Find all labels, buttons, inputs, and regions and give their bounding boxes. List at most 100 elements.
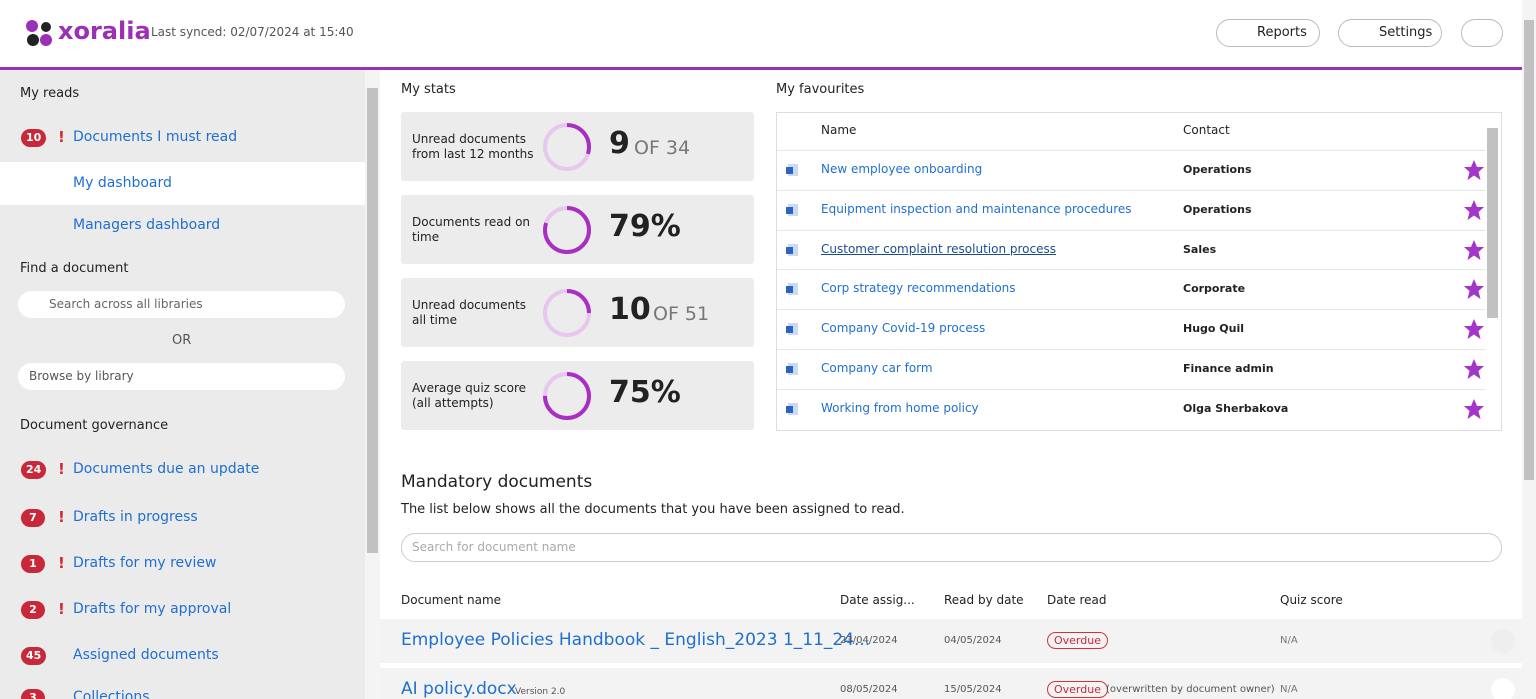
nav-link[interactable]: My dashboard (73, 175, 172, 191)
library-select[interactable] (18, 363, 345, 390)
stat-card (401, 112, 754, 181)
sidebar-scroll-thumb (367, 88, 378, 553)
library-search[interactable] (18, 291, 345, 318)
badge: 2 (21, 601, 45, 619)
stat-label: Unread documents all time (412, 298, 527, 327)
favourite-star (1464, 359, 1484, 379)
alert-icon: ! (58, 600, 65, 618)
badge: 1 (21, 555, 45, 573)
contact: Operations (1183, 163, 1252, 176)
document-link[interactable]: Employee Policies Handbook _ English_202… (401, 630, 871, 650)
row-divider (777, 229, 1485, 231)
status-pill: Overdue (1047, 681, 1108, 698)
stat-value: 79% (609, 209, 681, 244)
header-divider (0, 67, 1522, 70)
nav-link[interactable]: Collections (73, 689, 150, 699)
page-scroll-thumb (1524, 20, 1534, 480)
stat-ring (543, 372, 591, 420)
document-link[interactable]: Company car form (821, 361, 933, 375)
section-title: My favourites (776, 82, 865, 97)
doc-icon (786, 363, 798, 375)
stat-ring (543, 289, 591, 337)
doc-icon (786, 283, 798, 296)
row-divider (777, 349, 1485, 350)
stat-ring (543, 206, 591, 254)
header-button[interactable]: Settings (1338, 19, 1442, 47)
favourite-star (1464, 160, 1484, 180)
stat-total: OF 34 (634, 137, 691, 159)
document-link[interactable]: Equipment inspection and maintenance pro… (821, 201, 1132, 216)
quiz-score: N/A (1280, 635, 1298, 646)
stat-value: 9 (609, 126, 630, 161)
column-header[interactable]: Quiz score (1280, 593, 1343, 607)
stat-card (401, 195, 754, 264)
doc-icon (786, 323, 798, 336)
favourites-table (776, 112, 1502, 431)
search-placeholder: Search across all libraries (49, 297, 203, 311)
header-button[interactable]: Reports (1216, 19, 1320, 47)
row-divider (777, 269, 1485, 271)
badge: 7 (21, 509, 45, 527)
document-link[interactable]: New employee onboarding (821, 162, 983, 176)
read-by-date: 15/05/2024 (944, 684, 1002, 695)
section-title: Document governance (20, 418, 169, 433)
status-note: (overwritten by document owner) (1106, 684, 1275, 695)
badge: 45 (21, 647, 47, 665)
section-description: The list below shows all the documents t… (401, 502, 905, 517)
contact: Operations (1183, 202, 1252, 216)
row-divider (777, 150, 1485, 151)
nav-link[interactable]: Drafts in progress (73, 509, 198, 525)
stat-total: OF 51 (653, 303, 710, 325)
more-button[interactable] (1461, 19, 1503, 47)
search-placeholder: Search for document name (412, 540, 576, 554)
badge: 3 (21, 689, 45, 699)
nav-link[interactable]: Drafts for my review (73, 555, 217, 571)
stat-label: Average quiz score (all attempts) (412, 381, 527, 410)
nav-link[interactable]: Documents due an update (73, 461, 260, 477)
stat-value: 10 (609, 292, 651, 327)
column-header[interactable]: Read by date (944, 593, 1024, 607)
version: Version 2.0 (515, 687, 566, 697)
section-title: My stats (401, 82, 456, 97)
quiz-score: N/A (1280, 684, 1298, 695)
alert-icon: ! (58, 128, 65, 146)
alert-icon: ! (58, 460, 65, 478)
row-divider (777, 189, 1485, 191)
document-link[interactable]: Customer complaint resolution process (821, 241, 1056, 256)
contact: Hugo Quil (1183, 322, 1245, 336)
contact: Sales (1183, 242, 1217, 256)
expand-button[interactable] (1491, 629, 1515, 653)
favourite-star (1464, 398, 1484, 419)
expand-button[interactable] (1491, 678, 1515, 699)
column-header[interactable]: Document name (401, 593, 502, 607)
section-title: Find a document (20, 261, 129, 276)
button-label[interactable]: Settings (1379, 25, 1433, 40)
doc-icon (786, 203, 798, 216)
fav-scrollbar (1487, 128, 1498, 318)
nav-link[interactable]: Documents I must read (73, 129, 238, 145)
stat-card (401, 361, 754, 430)
select-label: Browse by library (29, 369, 134, 383)
document-search[interactable] (401, 533, 1502, 562)
stat-ring (543, 123, 591, 171)
date-assigned: 23/04/2024 (840, 635, 898, 646)
stat-card (401, 278, 754, 347)
column-header[interactable]: Date read (1047, 593, 1107, 607)
stat-value: 75% (609, 375, 681, 410)
nav-link[interactable]: Drafts for my approval (73, 601, 232, 617)
button-label[interactable]: Reports (1257, 25, 1307, 40)
logo: xoralia (58, 17, 151, 45)
logo-icon (26, 20, 52, 46)
document-link[interactable]: AI policy.docx (401, 679, 517, 699)
document-link[interactable]: Company Covid-19 process (821, 321, 986, 336)
alert-icon: ! (58, 508, 65, 526)
document-link[interactable]: Working from home policy (821, 400, 979, 415)
column-header[interactable]: Date assig... (840, 593, 915, 607)
badge: 24 (21, 461, 47, 479)
contact: Olga Sherbakova (1183, 401, 1289, 415)
stat-label: Unread documents from last 12 months (412, 132, 534, 161)
nav-link[interactable]: Managers dashboard (73, 217, 221, 233)
nav-link[interactable]: Assigned documents (73, 647, 219, 663)
document-link[interactable]: Corp strategy recommendations (821, 281, 1016, 296)
